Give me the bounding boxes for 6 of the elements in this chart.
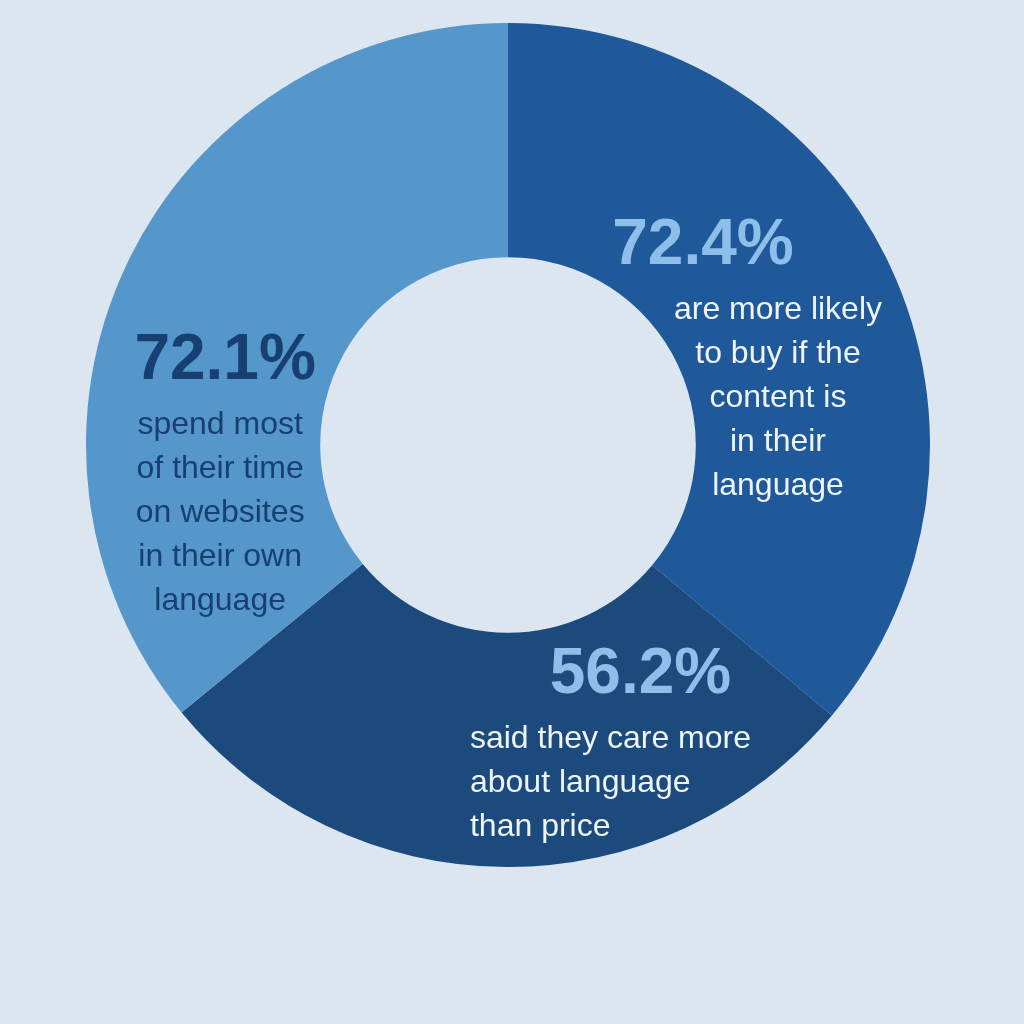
slice-label: are more likely to buy if the content is in their language bbox=[673, 290, 883, 503]
data-label: 72.1% bbox=[134, 321, 316, 394]
data-label: 56.2% bbox=[549, 634, 732, 707]
slice-label: said they care more about language than price bbox=[469, 718, 751, 843]
slice-label: spend most of their time on websites in their own language bbox=[135, 405, 305, 618]
data-label: 72.4% bbox=[612, 206, 794, 279]
